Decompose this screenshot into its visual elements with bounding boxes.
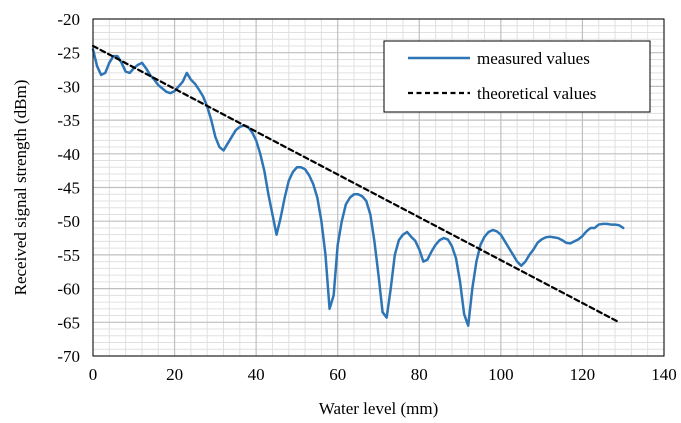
y-tick-label: -45 — [57, 179, 80, 198]
y-tick-label: -20 — [57, 10, 80, 29]
x-axis-title: Water level (mm) — [319, 399, 438, 418]
y-tick-label: -60 — [57, 280, 80, 299]
series-line-measured — [91, 48, 625, 327]
y-tick-label: -35 — [57, 111, 80, 130]
x-tick-label: 0 — [89, 365, 98, 384]
y-axis-ticks: -70 -65 -60 -55 -50 -45 -40 -35 -30 -25 -20 — [57, 10, 80, 366]
series-layer — [91, 44, 625, 327]
x-tick-label: 40 — [248, 365, 265, 384]
series-line-theoretical — [91, 44, 621, 324]
y-tick-label: -25 — [57, 44, 80, 63]
y-tick-label: -65 — [57, 313, 80, 332]
x-tick-label: 20 — [166, 365, 183, 384]
x-tick-label: 80 — [411, 365, 428, 384]
y-tick-label: -30 — [57, 77, 80, 96]
y-axis-title: Received signal strength (dBm) — [11, 80, 30, 296]
plot-frame — [92, 18, 665, 357]
x-tick-label: 120 — [570, 365, 596, 384]
x-tick-label: 60 — [329, 365, 346, 384]
x-axis-ticks: 0 20 40 60 80 100 120 140 — [89, 365, 677, 384]
y-tick-label: -50 — [57, 212, 80, 231]
y-tick-label: -40 — [57, 145, 80, 164]
legend: measured values theoretical values — [383, 40, 651, 113]
legend-label-measured: measured values — [477, 49, 590, 68]
x-tick-label: 140 — [651, 365, 677, 384]
x-tick-label: 100 — [488, 365, 514, 384]
y-tick-label: -55 — [57, 246, 80, 265]
legend-label-theoretical: theoretical values — [477, 84, 596, 103]
legend-box — [383, 40, 651, 113]
y-tick-label: -70 — [57, 347, 80, 366]
